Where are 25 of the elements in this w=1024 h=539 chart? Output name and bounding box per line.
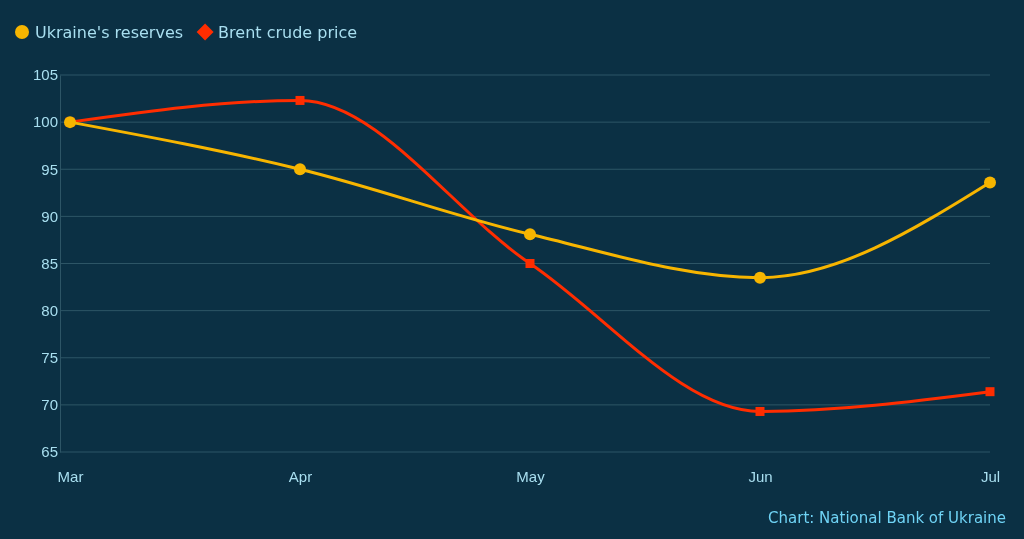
point — [985, 387, 995, 397]
point — [755, 406, 765, 416]
point — [525, 259, 535, 268]
x-tick-label: Jul — [980, 467, 1001, 485]
y-tick-label: 65 — [41, 443, 58, 461]
y-tick-label: 105 — [32, 66, 58, 84]
y-tick-label: 70 — [41, 396, 58, 414]
y-tick-label: 80 — [41, 301, 58, 319]
y-tick-label: 85 — [41, 254, 58, 272]
point — [295, 95, 305, 105]
point — [754, 271, 766, 284]
x-tick-label: Mar — [57, 467, 84, 485]
y-tick-label: 75 — [41, 349, 58, 367]
x-tick-label: May — [516, 467, 546, 485]
y-tick-label: 95 — [41, 160, 58, 178]
legend-label: Brent crude price — [218, 23, 358, 42]
x-tick-label: Jun — [748, 467, 773, 485]
x-tick-label: Apr — [288, 467, 313, 485]
point — [984, 176, 996, 189]
y-tick-label: 100 — [32, 113, 58, 131]
text: Chart: National Bank of Ukraine — [768, 509, 1006, 527]
point — [524, 228, 536, 241]
y-tick-label: 90 — [41, 207, 58, 225]
legend-label: Ukraine's reserves — [35, 23, 184, 42]
point — [294, 163, 306, 176]
